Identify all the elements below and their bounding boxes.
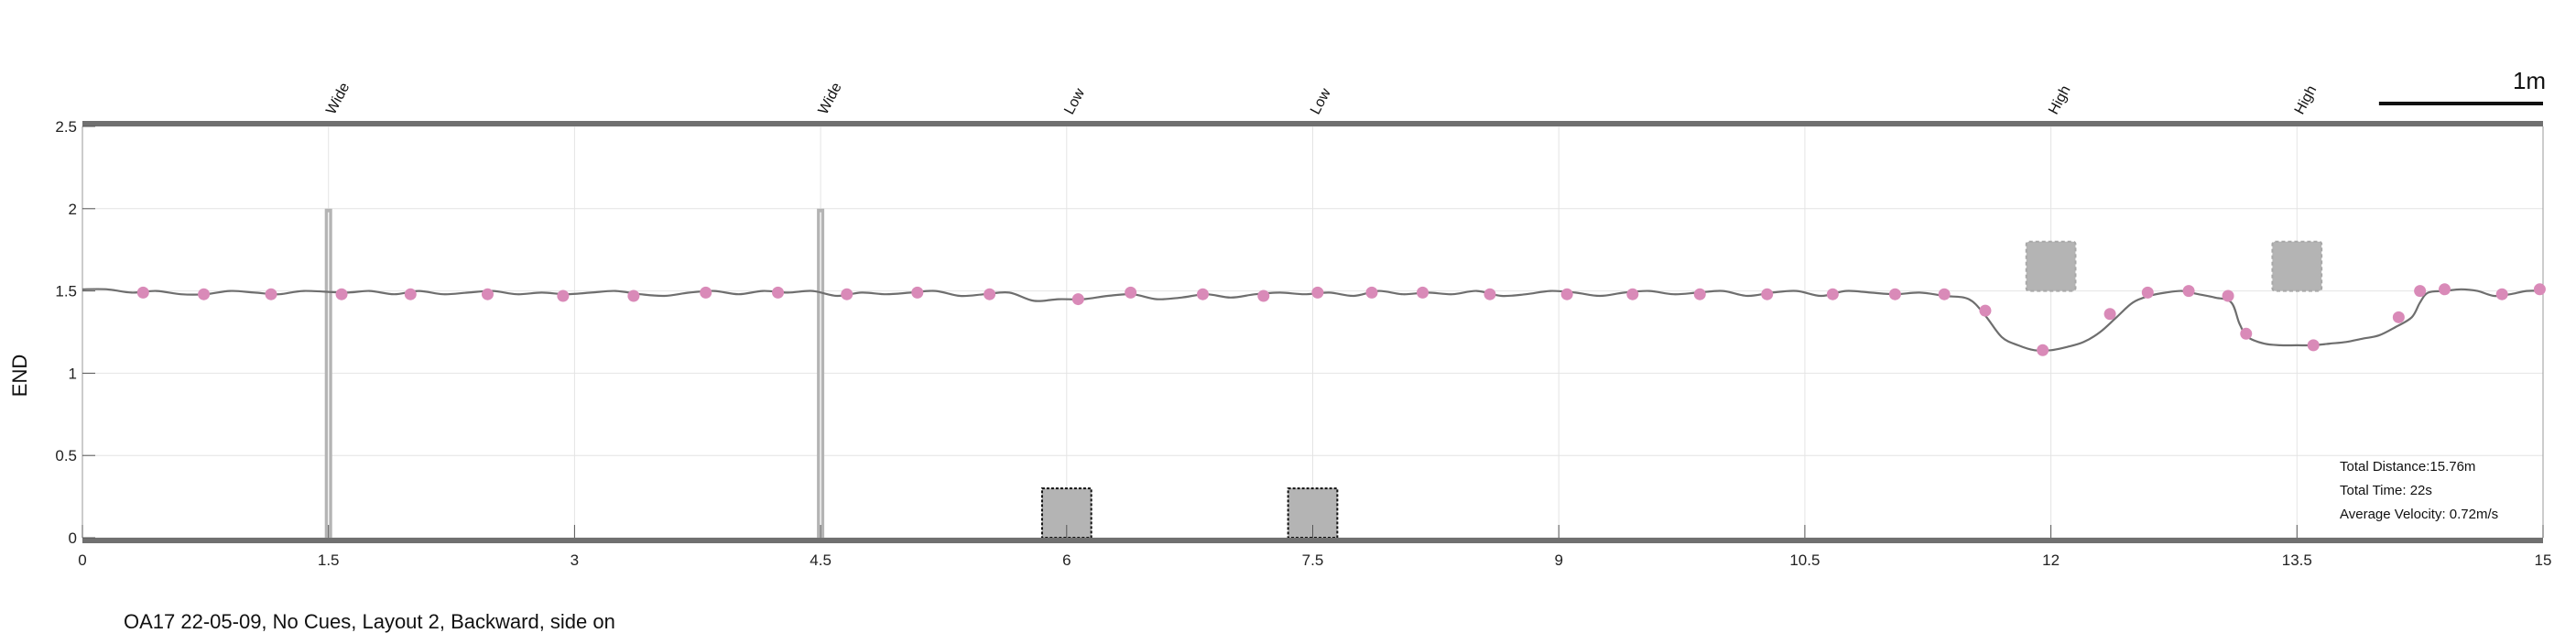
trajectory-marker bbox=[772, 286, 785, 299]
trajectory-marker bbox=[2222, 289, 2234, 302]
x-tick-label: 0 bbox=[78, 551, 86, 569]
y-tick-label: 2 bbox=[69, 201, 77, 218]
trajectory-marker bbox=[335, 288, 348, 300]
obstacle-label: Wide bbox=[816, 81, 845, 117]
trajectory-marker bbox=[2141, 286, 2154, 299]
trajectory-layer bbox=[82, 283, 2546, 356]
axes bbox=[82, 121, 2544, 543]
trajectory-marker bbox=[1257, 289, 1270, 302]
trajectory-marker bbox=[2414, 285, 2427, 298]
x-tick-label: 9 bbox=[1554, 551, 1562, 569]
stats-box: Total Distance:15.76m Total Time: 22s Av… bbox=[2340, 459, 2498, 522]
trajectory-marker bbox=[1761, 288, 1774, 300]
x-tick-label: 15 bbox=[2535, 551, 2552, 569]
trajectory-marker bbox=[404, 288, 417, 300]
chart-caption: OA17 22-05-09, No Cues, Layout 2, Backwa… bbox=[124, 610, 615, 633]
trajectory-marker bbox=[2307, 339, 2320, 352]
trajectory-marker bbox=[911, 286, 924, 299]
top-axis-bar bbox=[82, 121, 2543, 126]
trajectory-marker bbox=[700, 286, 712, 299]
y-tick-label: 0.5 bbox=[55, 447, 77, 464]
y-tick-label: 2.5 bbox=[55, 118, 77, 136]
grid-lines bbox=[82, 126, 2544, 539]
trajectory-marker bbox=[627, 289, 640, 302]
trajectory-marker bbox=[2439, 283, 2451, 296]
obstacles-layer bbox=[324, 208, 2323, 539]
trajectory-marker bbox=[1888, 288, 1901, 300]
y-axis-title: END bbox=[8, 355, 31, 397]
average-velocity: Average Velocity: 0.72m/s bbox=[2340, 507, 2498, 522]
scale-bar-label: 1m bbox=[2513, 67, 2546, 94]
x-tick-label: 3 bbox=[571, 551, 579, 569]
bottom-axis-bar bbox=[82, 538, 2543, 543]
trajectory-marker bbox=[1071, 293, 1084, 306]
x-tick-label: 13.5 bbox=[2282, 551, 2312, 569]
trajectory-marker bbox=[1693, 288, 1706, 300]
x-tick-label: 1.5 bbox=[318, 551, 340, 569]
trajectory-marker bbox=[2495, 288, 2508, 300]
trajectory-marker bbox=[1125, 286, 1137, 299]
trajectory-marker bbox=[1311, 286, 1324, 299]
trajectory-marker bbox=[2392, 311, 2405, 323]
trajectory-marker bbox=[2182, 285, 2195, 298]
obstacle-label: High bbox=[2046, 83, 2073, 117]
trajectory-marker bbox=[557, 289, 570, 302]
obstacle-block bbox=[2271, 240, 2323, 292]
y-tick-label: 0 bbox=[69, 529, 77, 547]
x-tick-label: 4.5 bbox=[810, 551, 831, 569]
x-tick-label: 10.5 bbox=[1789, 551, 1820, 569]
trajectory-marker bbox=[1826, 288, 1839, 300]
trajectory-marker bbox=[1938, 288, 1951, 300]
trajectory-marker bbox=[841, 288, 853, 300]
trajectory-marker bbox=[1196, 288, 1209, 300]
trajectory-marker bbox=[2037, 344, 2049, 356]
obstacle-label: Low bbox=[1061, 86, 1088, 117]
trajectory-marker bbox=[481, 288, 494, 300]
y-tick-label: 1 bbox=[69, 365, 77, 382]
trajectory-marker bbox=[2240, 327, 2253, 340]
obstacle-label: High bbox=[2292, 83, 2320, 117]
trajectory-marker bbox=[198, 288, 211, 300]
obstacle-block bbox=[2025, 240, 2077, 292]
trajectory-marker bbox=[2533, 283, 2546, 296]
trajectory-marker bbox=[984, 288, 996, 300]
trajectory-marker bbox=[136, 286, 149, 299]
trajectory-marker bbox=[1626, 288, 1639, 300]
y-tick-label: 1.5 bbox=[55, 283, 77, 300]
trajectory-marker bbox=[1560, 288, 1573, 300]
x-tick-label: 6 bbox=[1062, 551, 1071, 569]
trajectory-marker bbox=[1484, 288, 1496, 300]
trajectory-marker bbox=[1979, 304, 1992, 317]
trajectory-marker bbox=[2103, 308, 2116, 321]
x-tick-label: 12 bbox=[2042, 551, 2060, 569]
x-tick-label: 7.5 bbox=[1302, 551, 1324, 569]
trajectory-marker bbox=[1365, 286, 1378, 299]
trajectory-marker bbox=[265, 288, 277, 300]
obstacle-label: Wide bbox=[323, 81, 353, 117]
trajectory-marker bbox=[1417, 286, 1429, 299]
obstacle-label: Low bbox=[1308, 86, 1334, 117]
total-time: Total Time: 22s bbox=[2340, 483, 2432, 498]
scale-bar: 1m bbox=[2378, 67, 2546, 105]
total-distance: Total Distance:15.76m bbox=[2340, 459, 2475, 475]
